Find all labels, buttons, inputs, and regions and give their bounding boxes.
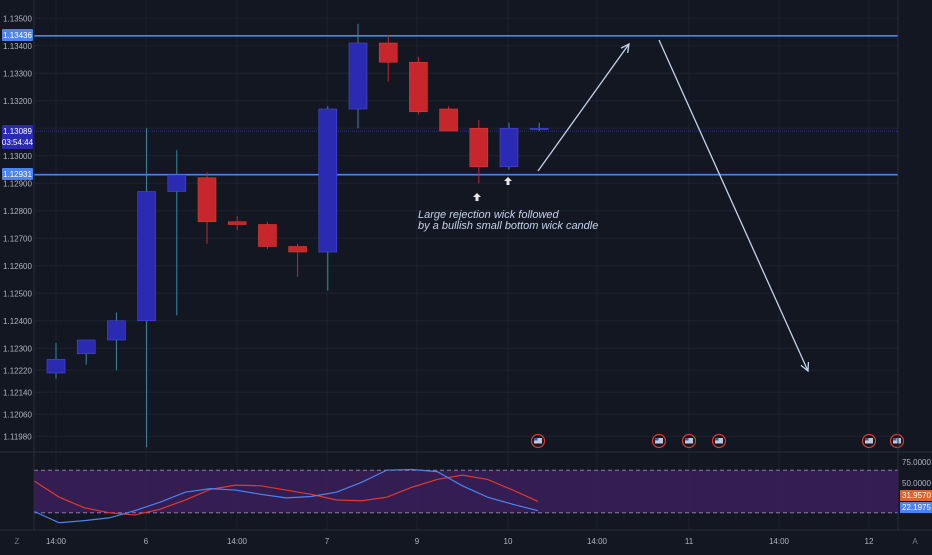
candle-body <box>76 339 96 355</box>
x-tick-label: 14:00 <box>46 537 67 546</box>
y-tick-label: 1.12500 <box>3 289 32 298</box>
y-tick-label: 1.13500 <box>3 14 32 23</box>
osc-series-line <box>33 474 539 516</box>
event-flag-body <box>685 438 693 444</box>
y-tick-label: 1.12060 <box>3 410 32 419</box>
event-flag-body <box>893 438 901 444</box>
y-tick-label: 1.11980 <box>3 432 32 441</box>
z-icon: Z <box>15 537 20 546</box>
event-flag-icon <box>861 433 877 449</box>
projection-arrow-up <box>537 43 630 172</box>
price-axis-bg <box>0 0 34 530</box>
x-tick-label: 14:00 <box>587 537 608 546</box>
annotation-line-1: Large rejection wick followed <box>418 209 560 221</box>
price-level-label-bottom: 1.12931 <box>2 168 33 180</box>
x-tick-label: 7 <box>325 537 330 546</box>
current-price-label: 1.13089 03:54:44 <box>2 125 34 149</box>
candle-body <box>378 42 398 63</box>
rejection-up-marker <box>473 193 481 201</box>
x-tick-label: 10 <box>504 537 513 546</box>
event-flag-icon <box>711 433 727 449</box>
event-flag-icon <box>530 433 546 449</box>
event-flag-canton <box>685 438 689 441</box>
price-level-top-text: 1.13436 <box>3 31 32 40</box>
rejection-up-marker <box>504 177 512 185</box>
event-flag-body <box>715 438 723 444</box>
candle-body <box>107 320 126 341</box>
osc-value-orange-text: 31.9570 <box>902 491 931 500</box>
y-tick-label: 1.13000 <box>3 152 32 161</box>
projection-arrow-down <box>658 39 809 372</box>
x-tick-label: 6 <box>144 537 149 546</box>
candle-body <box>499 127 519 168</box>
y-tick-label: 1.12900 <box>3 179 32 188</box>
annotation-line-2: by a bullish small bottom wick candle <box>418 220 598 232</box>
drawing-layer <box>473 39 905 449</box>
x-tick-label: 11 <box>685 537 694 546</box>
event-flag-body <box>655 438 663 444</box>
osc-value-blue: 22.1975 <box>900 502 932 513</box>
y-tick-label: 1.13400 <box>3 42 32 51</box>
y-tick-label: 1.12600 <box>3 262 32 271</box>
oscillator-layer <box>33 468 898 524</box>
price-level-label-top: 1.13436 <box>2 29 33 41</box>
x-tick-label: 12 <box>865 537 874 546</box>
projection-arrow-up-head <box>620 42 630 53</box>
candle-body <box>137 191 156 322</box>
candle-body <box>348 42 368 110</box>
x-tick-label: 14:00 <box>227 537 248 546</box>
osc-tick-50-text: 50.0000 <box>902 479 931 488</box>
candle-body <box>227 221 247 225</box>
y-tick-label: 1.13300 <box>3 69 32 78</box>
candle-body <box>318 108 338 253</box>
y-tick-label: 1.12800 <box>3 207 32 216</box>
event-flag-icon <box>681 433 697 449</box>
event-flag-body <box>865 438 873 444</box>
candle-body <box>46 358 66 374</box>
event-flag-canton <box>865 438 869 441</box>
osc-value-orange: 31.9570 <box>900 490 932 501</box>
osc-label-50: 50.0000 <box>902 479 931 488</box>
event-flag-icon <box>651 433 667 449</box>
projection-arrow-down-head <box>800 361 810 373</box>
candle-body <box>288 246 307 253</box>
candle-body <box>409 61 428 113</box>
candle-body <box>529 127 549 130</box>
osc-value-blue-text: 22.1975 <box>902 503 931 512</box>
osc-series-line <box>33 468 539 524</box>
event-flag-canton <box>534 438 538 441</box>
y-tick-label: 1.12140 <box>3 388 32 397</box>
osc-label-75: 75.0000 <box>902 458 931 467</box>
candle-body <box>469 127 489 168</box>
current-price-text: 1.13089 <box>3 127 32 136</box>
countdown-text: 03:54:44 <box>2 138 34 147</box>
event-flag-body <box>534 438 542 444</box>
a-icon: A <box>912 537 918 546</box>
candle-body <box>439 108 458 132</box>
y-tick-label: 1.12400 <box>3 317 32 326</box>
y-tick-label: 1.13200 <box>3 97 32 106</box>
event-flag-canton <box>893 438 897 441</box>
candle-body <box>167 174 187 192</box>
x-tick-label: 14:00 <box>769 537 790 546</box>
event-flag-icon <box>889 433 905 449</box>
event-flag-canton <box>715 438 719 441</box>
y-tick-label: 1.12220 <box>3 366 32 375</box>
candle-body <box>258 224 277 247</box>
y-tick-label: 1.12300 <box>3 344 32 353</box>
candle-layer <box>46 23 549 448</box>
grid-layer <box>34 0 898 530</box>
price-level-bottom-text: 1.12931 <box>3 170 32 179</box>
event-flag-canton <box>655 438 659 441</box>
osc-band-fill <box>34 470 898 513</box>
x-tick-label: 9 <box>415 537 420 546</box>
y-tick-label: 1.12700 <box>3 234 32 243</box>
candle-body <box>197 177 217 223</box>
osc-tick-75-text: 75.0000 <box>902 458 931 467</box>
